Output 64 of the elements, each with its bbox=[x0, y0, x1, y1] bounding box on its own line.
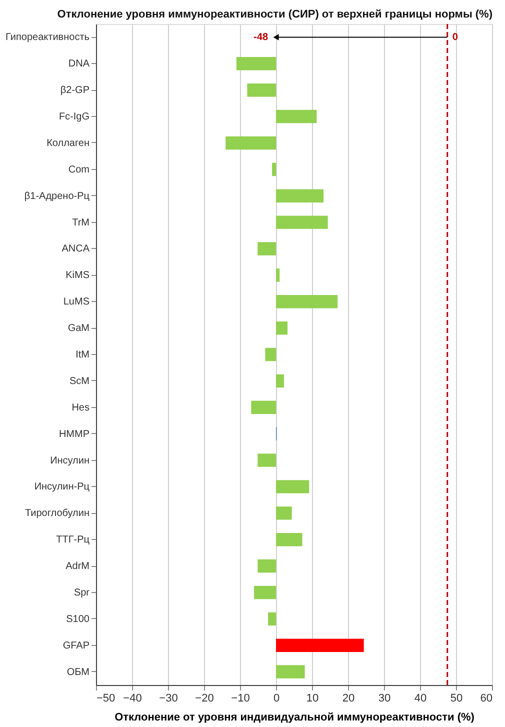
x-axis-title: Отклонение от уровня индивидуальной иммунореактивности (%) bbox=[114, 712, 475, 724]
y-tick-label: Гипореактивность bbox=[6, 32, 90, 44]
y-tick-label: β1-Адрено-Рц bbox=[24, 190, 90, 202]
y-tick-label: Инсулин-Рц bbox=[34, 482, 90, 493]
y-tick-label: Коллаген bbox=[46, 138, 90, 149]
annotation: 0 bbox=[452, 32, 458, 44]
x-tick-label: 0 bbox=[273, 692, 280, 704]
y-tick-label: β2-GP bbox=[60, 85, 90, 96]
y-tick-label: AdrM bbox=[66, 561, 90, 572]
bar bbox=[276, 480, 310, 494]
x-tick-label: −40 bbox=[123, 692, 142, 704]
bar bbox=[251, 400, 276, 414]
x-tick-label: 50 bbox=[450, 692, 463, 704]
bar bbox=[258, 454, 276, 467]
bar bbox=[276, 665, 305, 678]
x-tick-label: −20 bbox=[195, 692, 214, 704]
y-tick-label: GFAP bbox=[62, 640, 90, 652]
x-tick-label: 20 bbox=[342, 692, 355, 704]
y-tick-label: Spr bbox=[74, 587, 90, 598]
bar bbox=[254, 586, 276, 600]
x-tick-label: 40 bbox=[414, 692, 427, 704]
y-tick-label: TrM bbox=[72, 217, 90, 228]
y-tick-label: Fc-IgG bbox=[58, 112, 90, 123]
bar bbox=[236, 57, 276, 70]
y-tick-label: ItM bbox=[76, 350, 90, 360]
bar bbox=[247, 83, 276, 97]
bar bbox=[276, 189, 324, 202]
y-tick-label: GaM bbox=[68, 323, 90, 334]
bar bbox=[276, 532, 302, 546]
bar bbox=[276, 268, 280, 282]
x-tick-label: −10 bbox=[231, 692, 250, 704]
y-tick-label: ANCA bbox=[62, 244, 90, 255]
bar bbox=[276, 638, 364, 652]
x-tick-label: 60 bbox=[480, 692, 492, 704]
y-tick-label: Hes bbox=[72, 402, 90, 414]
y-tick-label: ScM bbox=[70, 376, 90, 387]
y-tick-label: KiMS bbox=[66, 270, 90, 282]
y-tick-label: Тироглобулин bbox=[24, 508, 90, 520]
bar bbox=[268, 612, 276, 626]
chart-title: Отклонение уровня иммунореактивности (СИР) от верхней границы нормы (%) bbox=[57, 8, 493, 20]
annotation: -48 bbox=[254, 32, 268, 44]
y-tick-label: DNA bbox=[68, 58, 90, 70]
bar bbox=[272, 162, 276, 176]
x-tick-label: −30 bbox=[159, 692, 178, 704]
y-tick-label: Com bbox=[68, 164, 90, 176]
y-tick-label: LuMS bbox=[63, 296, 90, 308]
bar bbox=[258, 242, 276, 256]
x-tick-label: 10 bbox=[306, 692, 319, 704]
y-tick-label: S100 bbox=[66, 614, 90, 625]
x-tick-label: 30 bbox=[378, 692, 391, 704]
y-tick-label: ТТГ-Рц bbox=[56, 534, 90, 546]
bar bbox=[265, 348, 276, 362]
bar bbox=[276, 374, 284, 388]
y-tick-label: Инсулин bbox=[50, 455, 90, 466]
bar bbox=[276, 321, 288, 335]
bar bbox=[276, 506, 292, 520]
bar bbox=[276, 295, 338, 308]
bar bbox=[276, 216, 328, 229]
y-tick-label: ОБМ bbox=[66, 666, 90, 678]
x-tick-label: −50 bbox=[96, 692, 116, 704]
y-tick-label: HMMP bbox=[58, 428, 90, 440]
bar bbox=[276, 110, 317, 124]
bar bbox=[226, 136, 276, 150]
bar bbox=[258, 559, 276, 573]
